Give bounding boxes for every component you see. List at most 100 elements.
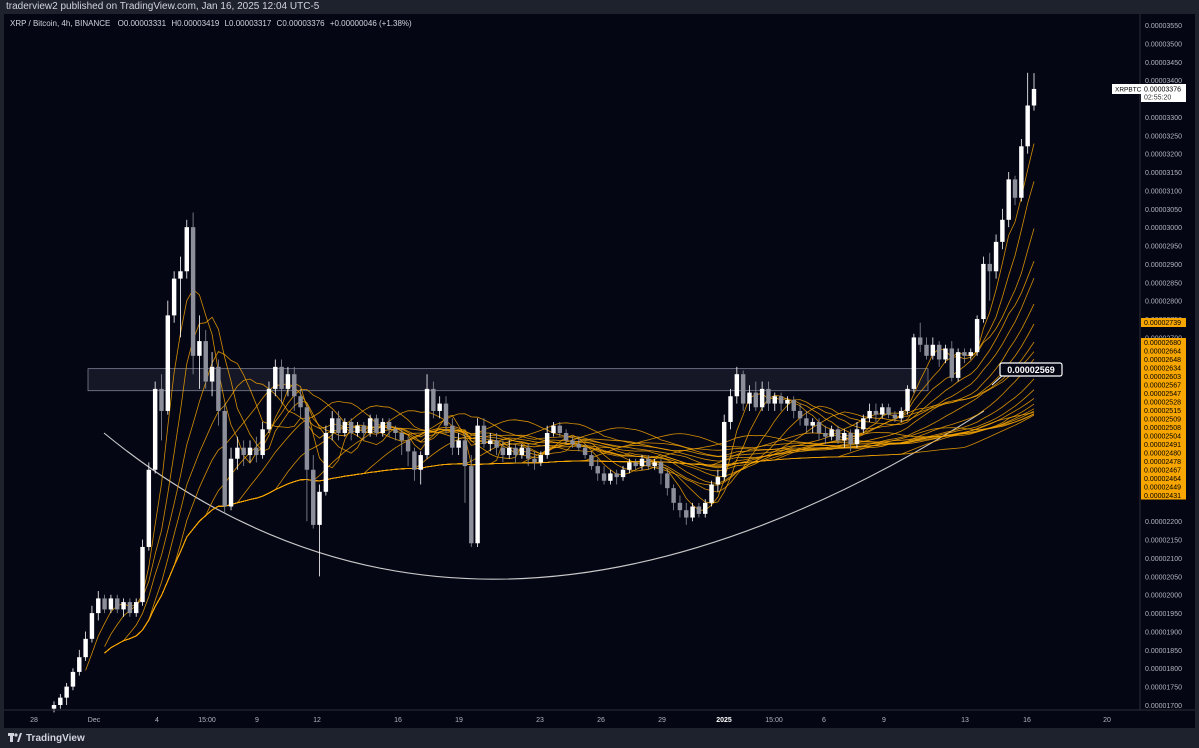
candle[interactable] — [488, 433, 493, 452]
candle[interactable] — [753, 381, 759, 411]
candle[interactable] — [1012, 175, 1018, 206]
candle[interactable] — [968, 348, 973, 360]
candle[interactable] — [525, 444, 531, 467]
candle[interactable] — [1019, 138, 1024, 202]
candle[interactable] — [443, 396, 449, 433]
candle[interactable] — [721, 414, 727, 481]
candle[interactable] — [696, 502, 702, 518]
candle[interactable] — [437, 396, 442, 419]
candle[interactable] — [171, 271, 177, 323]
candle[interactable] — [1006, 172, 1011, 228]
candle[interactable] — [311, 455, 316, 529]
ribbon-price-label[interactable]: 0.00002634 — [1141, 363, 1186, 373]
candle[interactable] — [108, 594, 114, 614]
candle[interactable] — [949, 341, 955, 382]
candle[interactable] — [608, 469, 613, 485]
candle[interactable] — [867, 403, 872, 422]
candle[interactable] — [469, 455, 474, 547]
ribbon-price-label[interactable]: 0.00002648 — [1141, 355, 1186, 364]
ribbon-price-label[interactable]: 0.00002739 — [1141, 318, 1186, 327]
tradingview-logo[interactable]: TradingView — [8, 731, 85, 745]
candle[interactable] — [500, 440, 506, 463]
candle[interactable] — [905, 385, 910, 415]
ribbon-price-label[interactable]: 0.00002467 — [1141, 465, 1186, 475]
candle[interactable] — [930, 337, 936, 360]
candle[interactable] — [241, 440, 246, 467]
candle[interactable] — [785, 396, 790, 411]
candle[interactable] — [639, 455, 645, 470]
candle[interactable] — [405, 436, 411, 467]
candle[interactable] — [228, 447, 234, 511]
candle[interactable] — [254, 436, 259, 463]
candle[interactable] — [804, 410, 809, 433]
candle[interactable] — [304, 403, 310, 522]
candle[interactable] — [861, 414, 866, 433]
ribbon-price-label[interactable]: 0.00002528 — [1141, 397, 1186, 407]
candle[interactable] — [355, 421, 360, 437]
candle[interactable] — [475, 418, 480, 547]
candle[interactable] — [778, 392, 784, 411]
candle[interactable] — [658, 458, 664, 485]
candle[interactable] — [247, 440, 253, 463]
candle[interactable] — [152, 381, 158, 474]
candle[interactable] — [911, 333, 917, 393]
candle[interactable] — [348, 418, 354, 441]
candle[interactable] — [418, 451, 423, 485]
candle[interactable] — [835, 425, 841, 445]
candle[interactable] — [759, 381, 765, 411]
candle[interactable] — [273, 359, 278, 397]
candle[interactable] — [690, 502, 695, 522]
candle[interactable] — [880, 403, 885, 419]
candle[interactable] — [633, 458, 638, 470]
candle[interactable] — [58, 693, 63, 709]
candle[interactable] — [582, 444, 588, 459]
candle[interactable] — [1000, 208, 1005, 250]
candle[interactable] — [943, 344, 948, 364]
candle[interactable] — [557, 421, 563, 437]
candle[interactable] — [627, 458, 632, 474]
candle[interactable] — [544, 425, 550, 459]
candle[interactable] — [380, 418, 385, 437]
candle[interactable] — [823, 425, 828, 445]
candle[interactable] — [216, 359, 221, 426]
candle[interactable] — [955, 348, 961, 382]
candle[interactable] — [146, 462, 152, 551]
candle[interactable] — [987, 252, 992, 301]
candle[interactable] — [993, 234, 999, 279]
candle[interactable] — [260, 421, 265, 459]
candle[interactable] — [159, 374, 164, 441]
candle[interactable] — [854, 421, 860, 448]
candle[interactable] — [873, 403, 879, 422]
candle[interactable] — [412, 447, 417, 481]
candle[interactable] — [652, 458, 657, 470]
candle[interactable] — [361, 421, 367, 441]
candle[interactable] — [740, 370, 746, 411]
candle[interactable] — [424, 374, 430, 459]
candle[interactable] — [797, 403, 803, 426]
candle[interactable] — [766, 381, 771, 411]
candle[interactable] — [399, 429, 404, 456]
candle[interactable] — [715, 469, 721, 492]
candle[interactable] — [816, 418, 822, 441]
candle[interactable] — [595, 458, 600, 481]
candle[interactable] — [279, 359, 284, 404]
candle[interactable] — [1025, 72, 1030, 154]
candle[interactable] — [917, 322, 923, 353]
candle[interactable] — [115, 594, 120, 614]
candle[interactable] — [51, 701, 57, 713]
candle[interactable] — [886, 403, 891, 419]
candle[interactable] — [936, 341, 942, 367]
candle[interactable] — [323, 425, 329, 496]
ribbon-price-label[interactable]: 0.00002508 — [1141, 423, 1186, 432]
ribbon-price-label[interactable]: 0.00002504 — [1141, 431, 1186, 441]
candle[interactable] — [981, 256, 986, 323]
candle[interactable] — [899, 407, 904, 422]
candle[interactable] — [89, 605, 95, 643]
candle[interactable] — [203, 330, 208, 389]
candle[interactable] — [481, 418, 487, 448]
candle[interactable] — [791, 396, 796, 419]
candle[interactable] — [165, 300, 171, 415]
candle[interactable] — [1031, 73, 1037, 111]
candle[interactable] — [393, 425, 398, 441]
plot-area[interactable]: 0.00002569 — [51, 72, 1063, 713]
